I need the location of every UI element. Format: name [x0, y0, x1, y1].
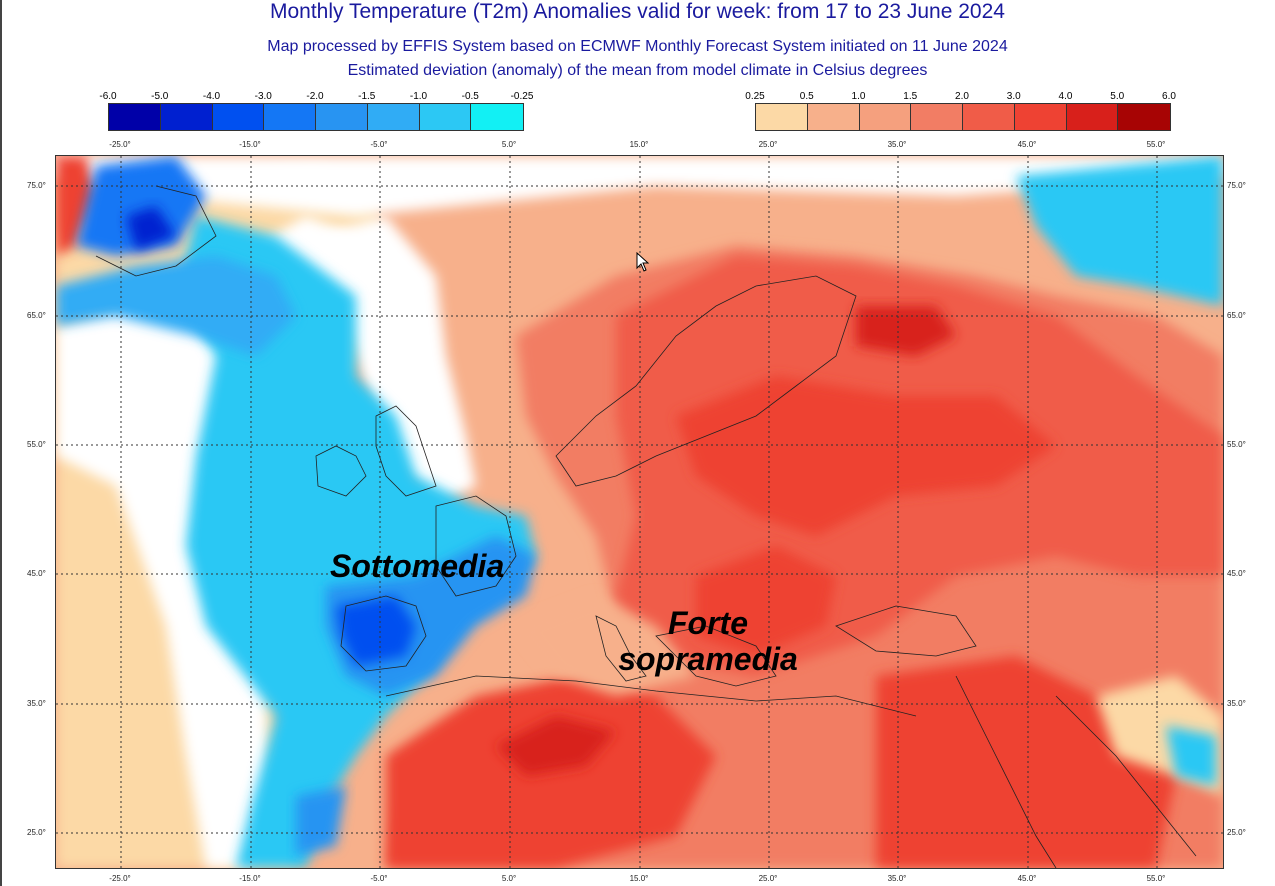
- annotation-below-average: Sottomedia: [330, 548, 505, 584]
- anomaly-map[interactable]: [55, 155, 1224, 869]
- colorbar-swatch: [1014, 104, 1067, 130]
- latitude-label: 25.0°: [1227, 828, 1246, 837]
- colorbar-tick-label: -1.5: [358, 91, 376, 102]
- longitude-label: 55.0°: [1146, 140, 1166, 149]
- anomaly-field-blue-northatlantic: [56, 256, 296, 356]
- colorbar-tick-label: 6.0: [1162, 91, 1176, 102]
- colorbar-tick-label: 2.0: [955, 91, 969, 102]
- graticule: [56, 156, 1223, 868]
- colorbar-tick-label: -3.0: [254, 91, 272, 102]
- map-subtitle-source: Map processed by EFFIS System based on E…: [267, 38, 1008, 55]
- longitude-label: 25.0°: [758, 874, 778, 883]
- colorbar-swatch: [109, 104, 161, 130]
- latitude-label: 75.0°: [1227, 181, 1246, 190]
- latitude-label: 45.0°: [27, 569, 46, 578]
- annotation-above-average-line2: sopramedia: [618, 641, 798, 677]
- longitude-label: 5.0°: [501, 874, 517, 883]
- mouse-cursor-icon: [636, 252, 650, 272]
- anomaly-field-cyan-atlantic: [176, 216, 536, 868]
- colorbar-swatch: [212, 104, 265, 130]
- longitude-label: -5.0°: [370, 874, 388, 883]
- longitude-label: 45.0°: [1017, 874, 1037, 883]
- latitude-label: 65.0°: [27, 311, 46, 320]
- longitude-label: 5.0°: [501, 140, 517, 149]
- longitude-label: 15.0°: [629, 140, 649, 149]
- anomaly-map-canvas: [56, 156, 1223, 868]
- latitude-label: 55.0°: [1227, 440, 1246, 449]
- annotation-above-average: Forte sopramedia: [608, 605, 808, 677]
- longitude-label: 35.0°: [887, 140, 907, 149]
- latitude-label: 35.0°: [27, 699, 46, 708]
- anomaly-field-cyan-arctic: [1016, 156, 1223, 306]
- colorbar-tick-label: 4.0: [1058, 91, 1073, 102]
- anomaly-field-darkred-finland: [856, 306, 956, 356]
- colorbar-swatch: [264, 104, 316, 130]
- colorbar-swatch: [316, 104, 368, 130]
- colorbar-tick-label: 1.0: [851, 91, 866, 102]
- longitude-label: -25.0°: [109, 874, 131, 883]
- colorbar-tick-label: 3.0: [1006, 91, 1021, 102]
- coastlines: [95, 185, 1197, 868]
- latitude-label: 65.0°: [1227, 311, 1246, 320]
- window-left-border: [0, 0, 2, 886]
- colorbar-swatch: [807, 104, 860, 130]
- annotation-above-average-line1: Forte: [668, 605, 748, 641]
- colorbar-swatch: [859, 104, 912, 130]
- colorbar-tick-label: -6.0: [99, 91, 117, 102]
- latitude-label: 55.0°: [27, 440, 46, 449]
- colorbar-tick-label: -0.25: [510, 91, 534, 102]
- colorbar-swatch: [367, 104, 420, 130]
- longitude-label: 55.0°: [1146, 874, 1166, 883]
- colorbar-swatch: [911, 104, 963, 130]
- colorbar-tick-label: -2.0: [306, 91, 324, 102]
- colorbar-swatch: [471, 104, 523, 130]
- colorbar-tick-label: -1.0: [409, 91, 428, 102]
- anomaly-field-darkblue-greenland: [126, 206, 176, 251]
- colorbar-tick-label: -5.0: [151, 91, 169, 102]
- colorbar-negative: [108, 103, 524, 131]
- colorbar-swatch: [1066, 104, 1119, 130]
- longitude-label: 45.0°: [1017, 140, 1037, 149]
- map-subtitle-units: Estimated deviation (anomaly) of the mea…: [347, 62, 928, 79]
- latitude-label: 25.0°: [27, 828, 46, 837]
- colorbar-tick-label: 0.25: [745, 91, 765, 102]
- colorbar-swatch: [1118, 104, 1170, 130]
- colorbar-tick-label: 5.0: [1110, 91, 1125, 102]
- colorbar-tick-label: -4.0: [202, 91, 221, 102]
- colorbar-swatch: [160, 104, 213, 130]
- anomaly-field-pale-mediterranean: [516, 596, 696, 696]
- colorbar-tick-label: 1.5: [903, 91, 918, 102]
- longitude-label: 35.0°: [887, 874, 907, 883]
- anomaly-field-blue-greenland: [76, 156, 206, 256]
- anomaly-field-darkblue-iberia: [336, 596, 416, 666]
- anomaly-field-neutral-northsea: [316, 216, 476, 506]
- longitude-label: 15.0°: [629, 874, 649, 883]
- anomaly-field-strong-red-russia: [676, 376, 1056, 536]
- anomaly-field-blue-morocco: [296, 786, 346, 856]
- colorbar-tick-label: -0.5: [461, 91, 479, 102]
- longitude-label: 25.0°: [758, 140, 778, 149]
- latitude-label: 75.0°: [27, 181, 46, 190]
- longitude-label: -5.0°: [370, 140, 388, 149]
- anomaly-field-darkred-sahara: [496, 716, 616, 776]
- latitude-label: 35.0°: [1227, 699, 1246, 708]
- colorbar-tick-label: 0.5: [799, 91, 814, 102]
- colorbar-swatch: [419, 104, 472, 130]
- anomaly-field-red-greenland: [56, 156, 96, 256]
- map-title: Monthly Temperature (T2m) Anomalies vali…: [270, 0, 1005, 23]
- colorbar-swatch: [963, 104, 1015, 130]
- anomaly-field-cyan-arabia: [1166, 726, 1216, 786]
- longitude-label: -25.0°: [109, 140, 131, 149]
- latitude-label: 45.0°: [1227, 569, 1246, 578]
- anomaly-field-red-north-africa: [386, 676, 716, 868]
- longitude-label: -15.0°: [239, 140, 261, 149]
- colorbar-swatch: [756, 104, 808, 130]
- longitude-label: -15.0°: [239, 874, 261, 883]
- colorbar-positive: [755, 103, 1171, 131]
